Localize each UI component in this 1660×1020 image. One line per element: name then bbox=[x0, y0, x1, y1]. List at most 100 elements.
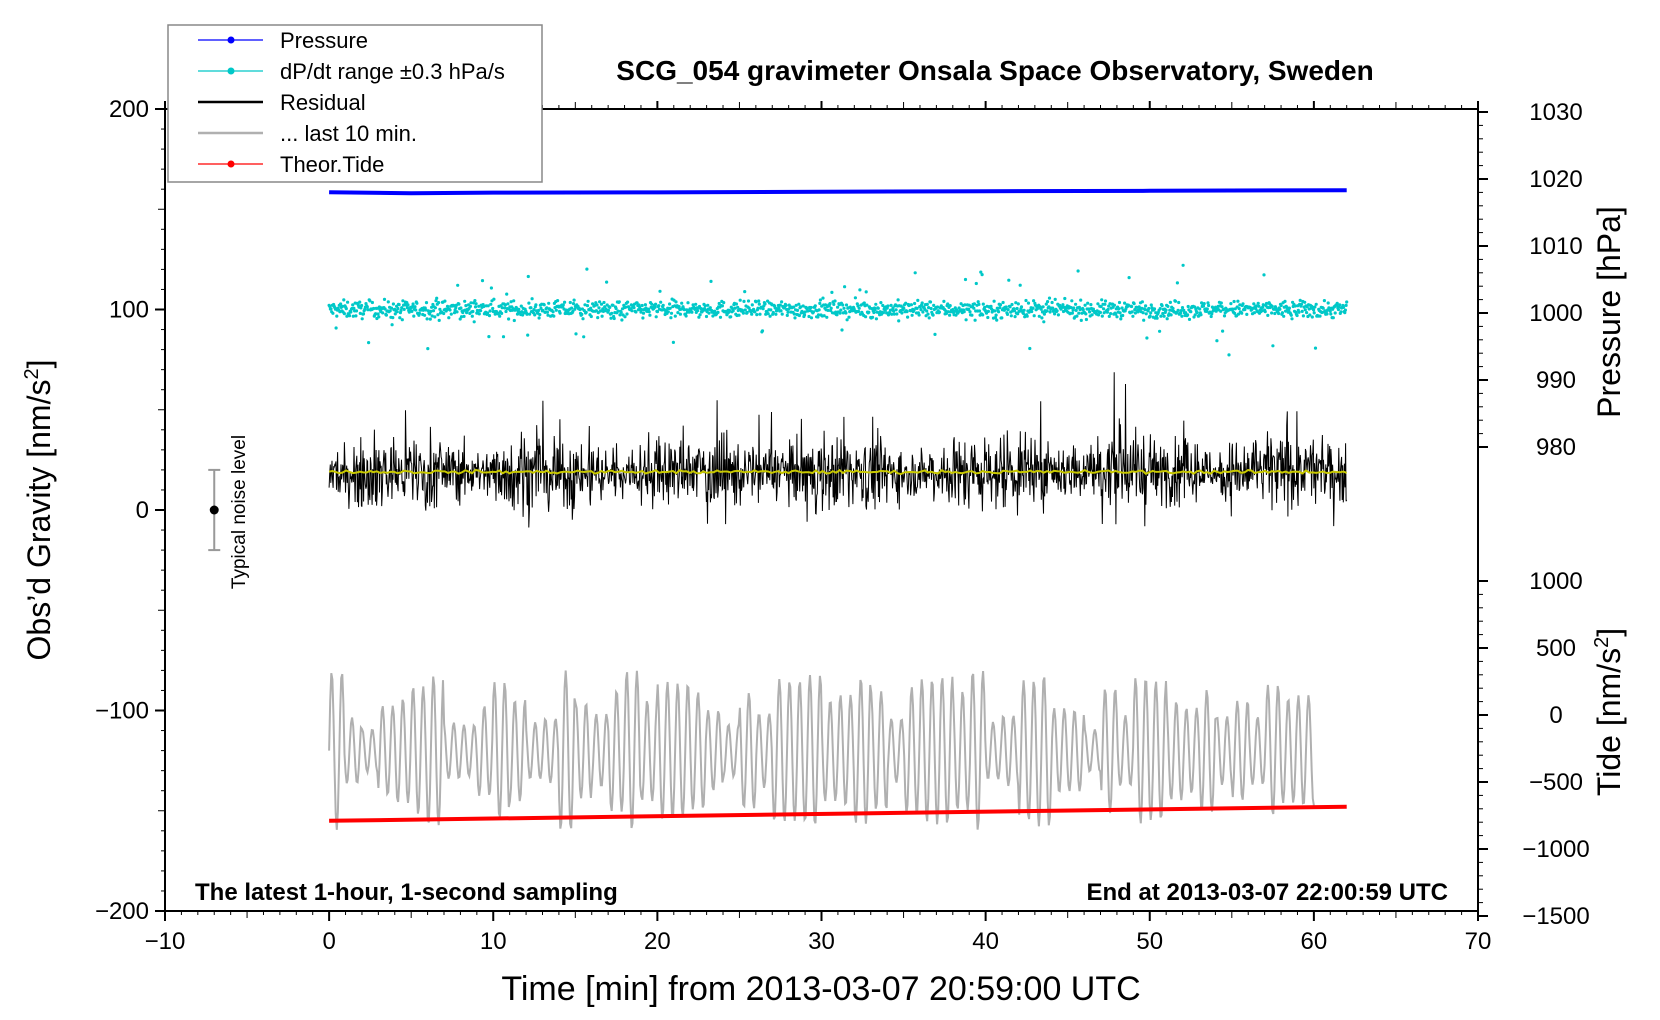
dpdt-point bbox=[731, 309, 735, 313]
dpdt-point bbox=[811, 310, 816, 314]
dpdt-point bbox=[447, 316, 451, 320]
dpdt-point bbox=[661, 303, 665, 307]
tide-tick-label: −1000 bbox=[1522, 836, 1589, 863]
dpdt-point bbox=[792, 312, 796, 316]
dpdt-point bbox=[435, 296, 439, 300]
dpdt-point bbox=[482, 304, 486, 309]
dpdt-point bbox=[836, 305, 840, 309]
dpdt-point bbox=[611, 303, 615, 307]
dpdt-point bbox=[1338, 303, 1342, 307]
dpdt-point bbox=[344, 307, 348, 311]
legend-dot bbox=[227, 36, 235, 44]
dpdt-point bbox=[585, 304, 590, 308]
dpdt-point bbox=[1074, 308, 1078, 312]
dpdt-point bbox=[1261, 305, 1265, 309]
dpdt-point bbox=[626, 300, 630, 304]
dpdt-point bbox=[690, 310, 694, 314]
dpdt-point bbox=[498, 314, 502, 318]
noise-bar-center bbox=[209, 505, 219, 515]
dpdt-point bbox=[346, 300, 350, 304]
dpdt-point bbox=[1005, 312, 1010, 316]
dpdt-point bbox=[640, 303, 644, 308]
dpdt-point bbox=[1158, 329, 1162, 333]
dpdt-point bbox=[904, 301, 908, 305]
dpdt-point bbox=[932, 303, 936, 307]
dpdt-point bbox=[980, 273, 984, 277]
dpdt-point bbox=[784, 303, 788, 307]
dpdt-point bbox=[874, 317, 879, 321]
dpdt-point bbox=[1186, 304, 1190, 309]
dpdt-point bbox=[599, 309, 603, 313]
dpdt-point bbox=[1021, 311, 1025, 315]
dpdt-point bbox=[1123, 301, 1127, 305]
dpdt-point bbox=[743, 308, 747, 312]
dpdt-point bbox=[650, 302, 654, 306]
dpdt-point bbox=[986, 309, 991, 313]
dpdt-point bbox=[596, 316, 600, 320]
dpdt-point bbox=[913, 301, 917, 306]
noise-label: Typical noise level bbox=[229, 435, 250, 589]
dpdt-point bbox=[746, 299, 751, 303]
dpdt-point bbox=[905, 310, 909, 314]
dpdt-point bbox=[897, 319, 901, 323]
dpdt-point bbox=[462, 314, 466, 318]
dpdt-point bbox=[766, 312, 770, 316]
dpdt-point bbox=[433, 306, 437, 310]
dpdt-point bbox=[867, 310, 871, 314]
dpdt-point bbox=[1173, 299, 1178, 303]
dpdt-point bbox=[841, 303, 845, 307]
dpdt-point bbox=[972, 302, 977, 306]
dpdt-point bbox=[1107, 314, 1111, 318]
dpdt-points bbox=[327, 263, 1349, 357]
dpdt-point bbox=[709, 279, 713, 283]
dpdt-point bbox=[501, 335, 506, 339]
dpdt-point bbox=[1047, 305, 1051, 309]
dpdt-point bbox=[1231, 307, 1235, 311]
dpdt-point bbox=[658, 289, 662, 293]
dpdt-point bbox=[1070, 299, 1074, 303]
legend-label: Residual bbox=[280, 90, 366, 115]
dpdt-point bbox=[674, 300, 678, 304]
dpdt-point bbox=[1050, 300, 1054, 305]
dpdt-point bbox=[459, 315, 464, 319]
y-axis-label-main-end: ] bbox=[21, 360, 57, 369]
dpdt-point bbox=[834, 310, 838, 314]
dpdt-point bbox=[372, 306, 376, 311]
dpdt-point bbox=[334, 326, 338, 330]
dpdt-point bbox=[640, 308, 644, 312]
dpdt-point bbox=[1254, 304, 1258, 308]
dpdt-point bbox=[708, 306, 712, 310]
dpdt-point bbox=[595, 303, 599, 307]
dpdt-point bbox=[465, 311, 469, 315]
dpdt-point bbox=[573, 307, 577, 311]
dpdt-point bbox=[1270, 311, 1274, 315]
dpdt-point bbox=[981, 313, 985, 317]
dpdt-point bbox=[794, 303, 798, 307]
dpdt-point bbox=[449, 312, 453, 316]
dpdt-point bbox=[397, 303, 401, 307]
dpdt-point bbox=[616, 309, 620, 313]
dpdt-point bbox=[1063, 296, 1067, 301]
dpdt-point bbox=[809, 316, 814, 320]
dpdt-point bbox=[1142, 318, 1146, 322]
y-axis-label-tide-end: ] bbox=[1591, 628, 1627, 637]
dpdt-point bbox=[1209, 314, 1213, 319]
dpdt-point bbox=[1042, 320, 1046, 324]
dpdt-point bbox=[489, 286, 493, 290]
dpdt-point bbox=[1305, 311, 1309, 315]
dpdt-point bbox=[1105, 310, 1109, 314]
dpdt-point bbox=[1205, 307, 1209, 311]
dpdt-point bbox=[1041, 305, 1045, 309]
dpdt-point bbox=[620, 318, 624, 322]
dpdt-point bbox=[1119, 317, 1123, 321]
dpdt-point bbox=[1270, 304, 1274, 308]
dpdt-point bbox=[342, 312, 346, 316]
pressure-tick-label: 1010 bbox=[1529, 233, 1582, 260]
dpdt-point bbox=[874, 302, 878, 306]
dpdt-point bbox=[757, 302, 761, 306]
dpdt-point bbox=[568, 300, 572, 305]
dpdt-point bbox=[668, 306, 672, 310]
dpdt-point bbox=[1053, 297, 1057, 301]
dpdt-point bbox=[1035, 307, 1039, 311]
dpdt-point bbox=[505, 292, 509, 296]
